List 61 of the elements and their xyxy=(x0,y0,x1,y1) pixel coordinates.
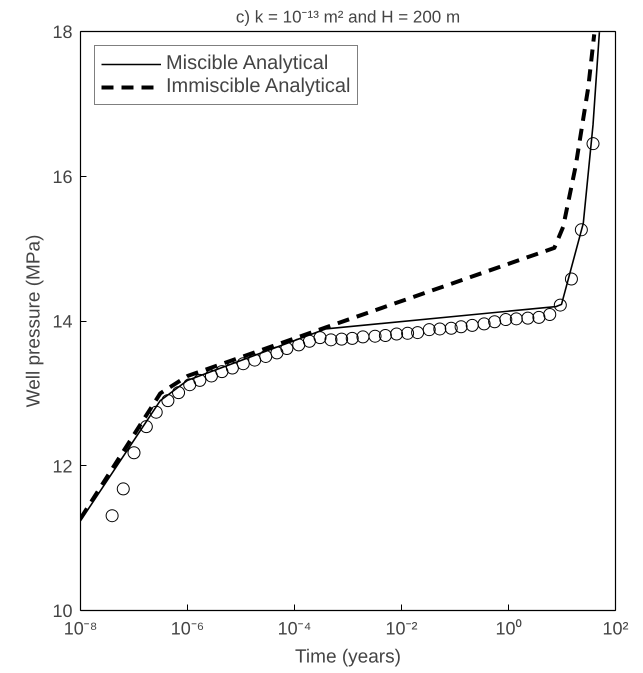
point xyxy=(378,328,392,342)
point xyxy=(302,334,316,348)
point xyxy=(411,326,424,340)
point xyxy=(172,386,186,400)
point xyxy=(466,318,479,332)
point xyxy=(215,365,228,378)
point xyxy=(106,509,119,522)
point xyxy=(116,482,130,496)
point xyxy=(324,333,338,346)
point xyxy=(543,308,556,321)
point xyxy=(444,322,458,335)
chart-title: c) k = 10⁻¹³ m² and H = 200 m xyxy=(236,8,460,26)
point xyxy=(259,350,272,363)
point xyxy=(314,331,327,344)
point xyxy=(248,354,262,367)
x-tick-label: 10⁻⁶ xyxy=(170,618,204,638)
point xyxy=(204,370,218,382)
point xyxy=(499,313,512,326)
point xyxy=(236,357,250,370)
point xyxy=(454,320,468,334)
y-tick-label: 16 xyxy=(52,166,73,187)
point xyxy=(564,272,578,286)
point xyxy=(521,312,534,325)
point xyxy=(335,332,348,346)
y-tick-label: 18 xyxy=(52,22,73,42)
y-tick-label: 10 xyxy=(52,601,73,621)
x-axis-title: Time (years) xyxy=(295,646,401,668)
legend-label: Miscible Analytical xyxy=(166,52,328,75)
x-tick-label: 10⁻² xyxy=(385,618,418,638)
point xyxy=(270,346,284,360)
x-tick-label: 10² xyxy=(602,618,629,638)
point xyxy=(183,378,196,392)
x-tick-label: 10⁻⁸ xyxy=(64,618,98,638)
point xyxy=(433,322,446,336)
point xyxy=(346,332,359,345)
point xyxy=(356,330,370,344)
point xyxy=(478,317,491,330)
point xyxy=(292,338,306,352)
point xyxy=(193,374,206,387)
point xyxy=(574,223,588,236)
point xyxy=(390,328,404,341)
x-tick-label: 10⁻⁴ xyxy=(278,618,312,638)
point xyxy=(368,330,382,343)
point xyxy=(422,323,436,336)
point xyxy=(586,137,600,150)
point xyxy=(128,446,140,460)
point xyxy=(280,342,294,355)
y-tick-label: 14 xyxy=(52,312,73,332)
point xyxy=(140,420,153,434)
legend-label: Immiscible Analytical xyxy=(166,75,351,98)
point xyxy=(510,312,523,326)
point xyxy=(532,310,546,324)
x-tick-label: 10⁰ xyxy=(495,618,522,638)
y-axis-title: Well pressure (MPa) xyxy=(23,234,44,408)
point xyxy=(401,326,414,340)
point xyxy=(150,406,163,419)
point xyxy=(226,362,239,375)
point xyxy=(554,298,567,312)
y-tick-label: 12 xyxy=(52,456,73,476)
point xyxy=(488,315,502,328)
point xyxy=(161,394,174,408)
